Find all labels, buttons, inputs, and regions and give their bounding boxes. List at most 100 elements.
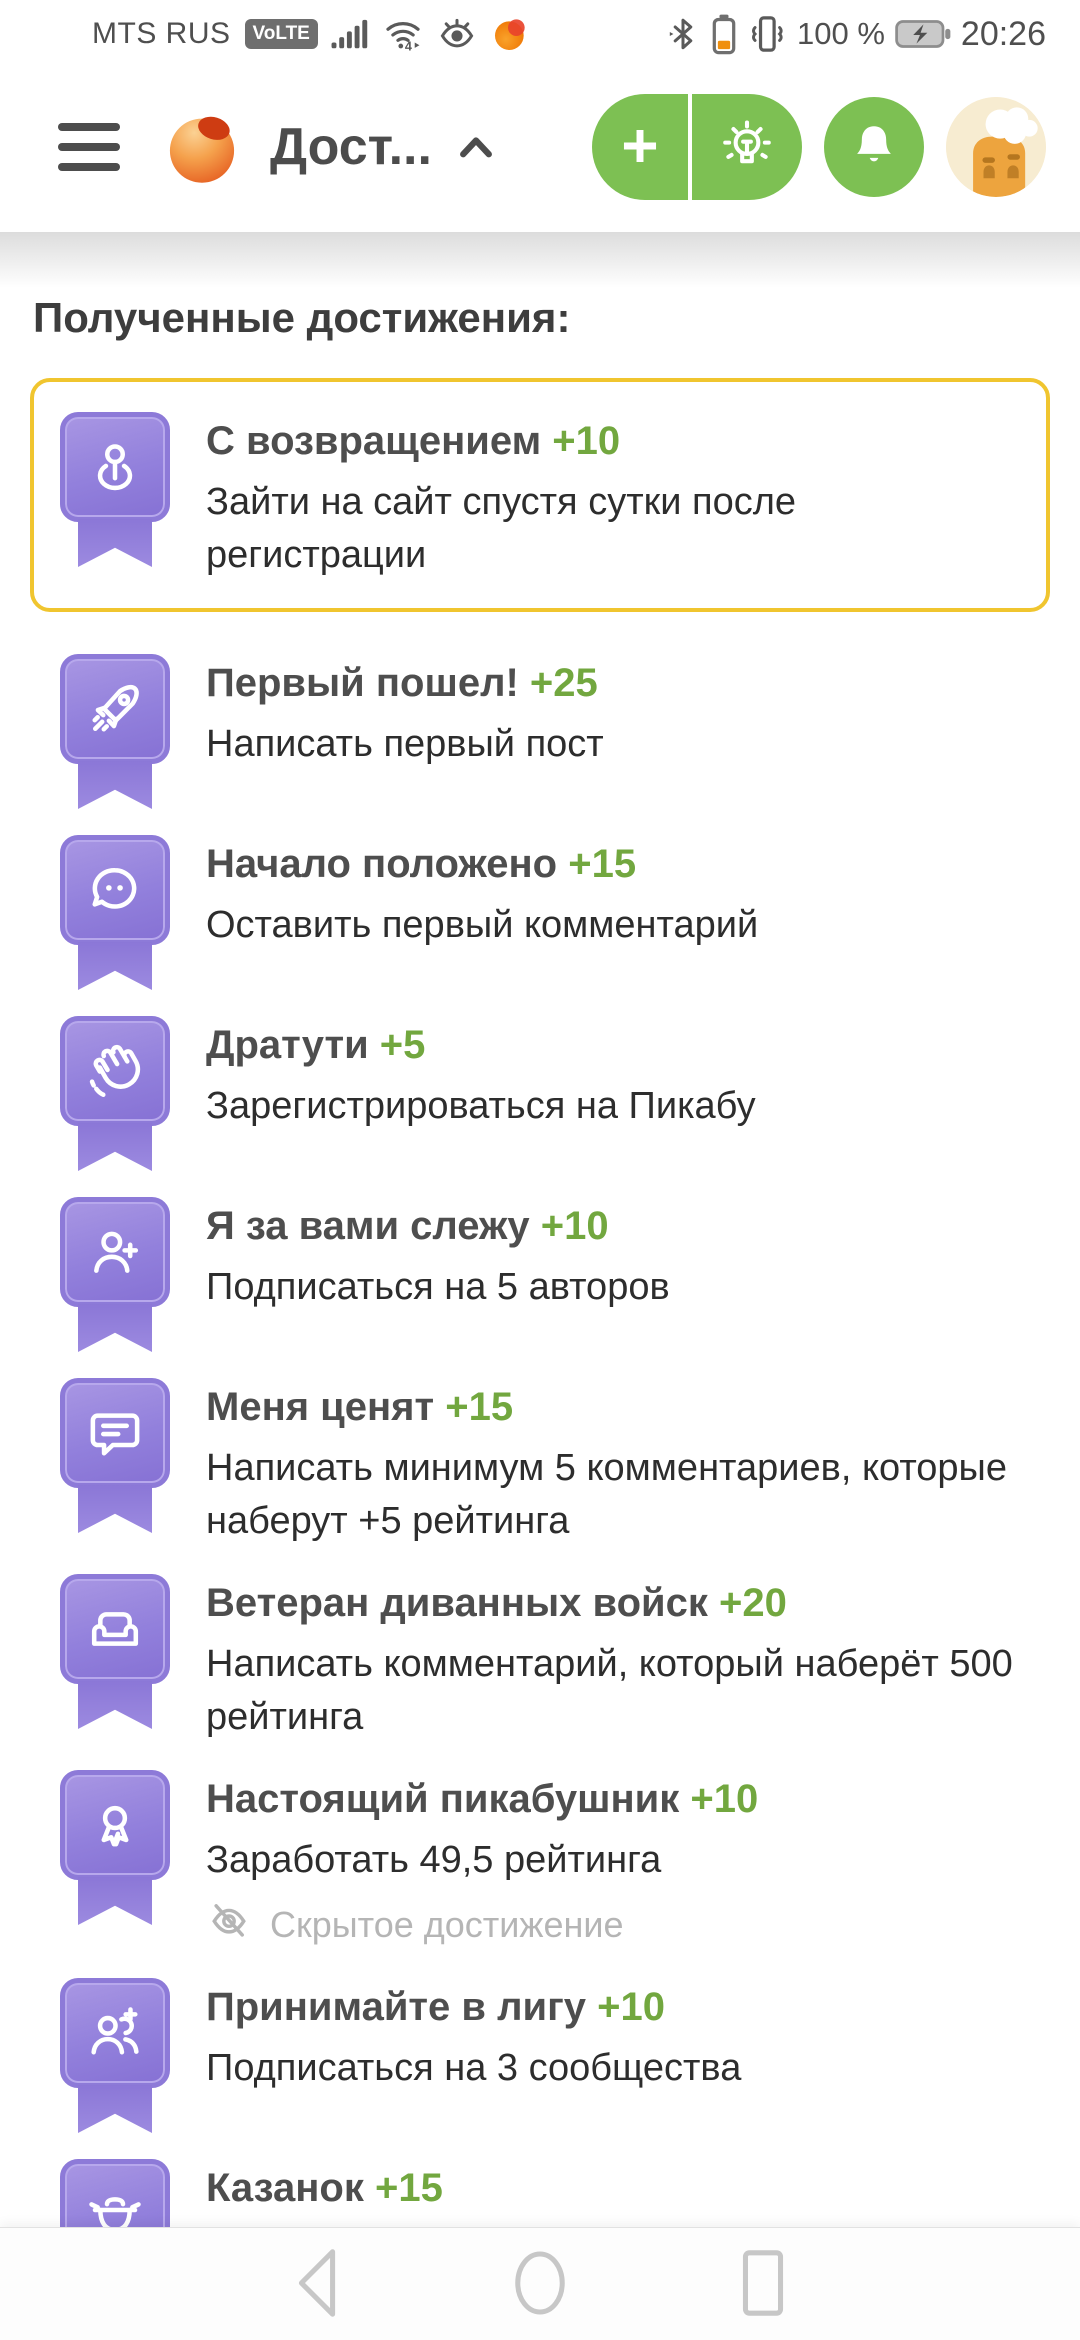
main-content: Полученные достижения: С возвращением +1… bbox=[0, 294, 1080, 2314]
home-icon bbox=[511, 2246, 569, 2323]
badge-square bbox=[60, 1978, 170, 2088]
eye-comfort-icon bbox=[436, 15, 478, 53]
achievement-points: +25 bbox=[529, 661, 598, 705]
achievement-badge bbox=[60, 1978, 170, 2133]
achievement-title: Ветеран диванных войск bbox=[206, 1581, 719, 1625]
achievement-description: Подписаться на 3 сообщества bbox=[206, 2047, 742, 2089]
badge-ribbon bbox=[78, 519, 152, 567]
badge-icon bbox=[83, 1597, 147, 1661]
achievement-row: Начало положено +15 Оставить первый комм… bbox=[0, 835, 1080, 990]
device-battery-icon bbox=[711, 13, 737, 55]
bluetooth-icon bbox=[665, 15, 701, 53]
achievement-text: Казанок +15 bbox=[206, 2159, 1040, 2314]
badge-square bbox=[60, 835, 170, 945]
achievement-row: Ветеран диванных войск +20 Написать комм… bbox=[0, 1574, 1080, 1744]
achievement-row: С возвращением +10 Зайти на сайт спустя … bbox=[30, 378, 1050, 612]
badge-square bbox=[60, 1378, 170, 1488]
achievement-row: Меня ценят +15 Написать минимум 5 коммен… bbox=[0, 1378, 1080, 1548]
add-post-button[interactable] bbox=[592, 94, 688, 200]
achievement-row: Я за вами слежу +10 Подписаться на 5 авт… bbox=[0, 1197, 1080, 1352]
achievement-row: Принимайте в лигу +10 Подписаться на 3 с… bbox=[0, 1978, 1080, 2133]
badge-ribbon bbox=[78, 761, 152, 809]
achievement-title: Меня ценят bbox=[206, 1385, 446, 1429]
achievement-row: Первый пошел! +25 Написать первый пост bbox=[0, 654, 1080, 809]
badge-icon bbox=[83, 435, 147, 499]
achievement-title: Настоящий пикабушник bbox=[206, 1777, 691, 1821]
badge-icon bbox=[83, 1039, 147, 1103]
status-bar-left: MTS RUS VoLTE 4 bbox=[92, 14, 530, 54]
achievement-text: Начало положено +15 Оставить первый комм… bbox=[206, 835, 1040, 990]
recents-icon bbox=[737, 2246, 789, 2323]
hidden-note-label: Скрытое достижение bbox=[270, 1903, 624, 1945]
badge-square bbox=[60, 412, 170, 522]
status-bar: MTS RUS VoLTE 4 10 bbox=[0, 0, 1080, 62]
achievement-row: Дратути +5 Зарегистрироваться на Пикабу bbox=[0, 1016, 1080, 1171]
notifications-button[interactable] bbox=[824, 97, 924, 197]
achievement-badge bbox=[60, 412, 170, 582]
lightbulb-icon bbox=[718, 117, 776, 178]
volte-badge: VoLTE bbox=[244, 19, 318, 49]
achievement-description: Подписаться на 5 авторов bbox=[206, 1266, 670, 1308]
carrier-label: MTS RUS bbox=[92, 17, 231, 50]
eye-off-icon bbox=[206, 1897, 252, 1952]
header-actions bbox=[592, 94, 1046, 200]
hidden-achievement-note: Скрытое достижение bbox=[206, 1897, 1040, 1952]
achievement-points: +5 bbox=[379, 1023, 426, 1067]
badge-ribbon bbox=[78, 1681, 152, 1729]
achievement-badge bbox=[60, 1770, 170, 1952]
create-pill bbox=[592, 94, 802, 200]
achievement-description: Написать минимум 5 комментариев, которые… bbox=[206, 1447, 1008, 1542]
badge-square bbox=[60, 1016, 170, 1126]
battery-charging-icon bbox=[895, 19, 951, 49]
back-button[interactable] bbox=[291, 2246, 343, 2323]
badge-square bbox=[60, 654, 170, 764]
achievement-badge bbox=[60, 654, 170, 809]
badge-icon bbox=[83, 2001, 147, 2065]
avatar[interactable] bbox=[946, 97, 1046, 197]
achievement-description: Написать комментарий, который наберёт 50… bbox=[206, 1643, 1013, 1738]
app-notification-icon bbox=[490, 14, 530, 54]
achievement-text: С возвращением +10 Зайти на сайт спустя … bbox=[206, 412, 1016, 582]
badge-square bbox=[60, 1197, 170, 1307]
badge-square bbox=[60, 1574, 170, 1684]
battery-percent-label: 100 % bbox=[797, 16, 885, 51]
badge-icon bbox=[83, 858, 147, 922]
page-title-dropdown[interactable]: Дост... bbox=[270, 117, 498, 177]
badge-icon bbox=[83, 1793, 147, 1857]
back-icon bbox=[291, 2246, 343, 2323]
signal-strength-icon bbox=[330, 17, 370, 51]
achievement-text: Ветеран диванных войск +20 Написать комм… bbox=[206, 1574, 1040, 1744]
achievement-badge bbox=[60, 835, 170, 990]
achievement-points: +15 bbox=[568, 842, 637, 886]
header-shadow bbox=[0, 232, 1080, 288]
achievement-description: Заработать 49,5 рейтинга bbox=[206, 1839, 662, 1881]
menu-button[interactable] bbox=[58, 123, 120, 171]
page-heading: Полученные достижения: bbox=[33, 294, 571, 341]
badge-ribbon bbox=[78, 1877, 152, 1925]
achievement-title: С возвращением bbox=[206, 419, 553, 463]
achievement-points: +15 bbox=[374, 2166, 443, 2210]
achievement-title: Начало положено bbox=[206, 842, 569, 886]
badge-square bbox=[60, 1770, 170, 1880]
page-title: Дост... bbox=[270, 118, 432, 176]
badge-ribbon bbox=[78, 1304, 152, 1352]
pikabu-logo[interactable] bbox=[158, 103, 246, 191]
achievement-text: Первый пошел! +25 Написать первый пост bbox=[206, 654, 1040, 809]
achievement-description: Зайти на сайт спустя сутки после регистр… bbox=[206, 481, 797, 576]
ideas-button[interactable] bbox=[692, 94, 802, 200]
achievement-text: Настоящий пикабушник +10 Заработать 49,5… bbox=[206, 1770, 1040, 1952]
achievement-text: Принимайте в лигу +10 Подписаться на 3 с… bbox=[206, 1978, 1040, 2133]
home-button[interactable] bbox=[511, 2246, 569, 2323]
app-header: Дост... bbox=[0, 62, 1080, 232]
menu-icon bbox=[58, 123, 120, 131]
recents-button[interactable] bbox=[737, 2246, 789, 2323]
badge-icon bbox=[83, 677, 147, 741]
achievement-points: +10 bbox=[597, 1985, 665, 2029]
achievement-badge bbox=[60, 1378, 170, 1548]
badge-ribbon bbox=[78, 1123, 152, 1171]
achievement-title: Казанок bbox=[206, 2166, 375, 2210]
vibrate-mode-icon bbox=[747, 13, 787, 55]
badge-ribbon bbox=[78, 1485, 152, 1533]
achievement-description: Зарегистрироваться на Пикабу bbox=[206, 1085, 756, 1127]
